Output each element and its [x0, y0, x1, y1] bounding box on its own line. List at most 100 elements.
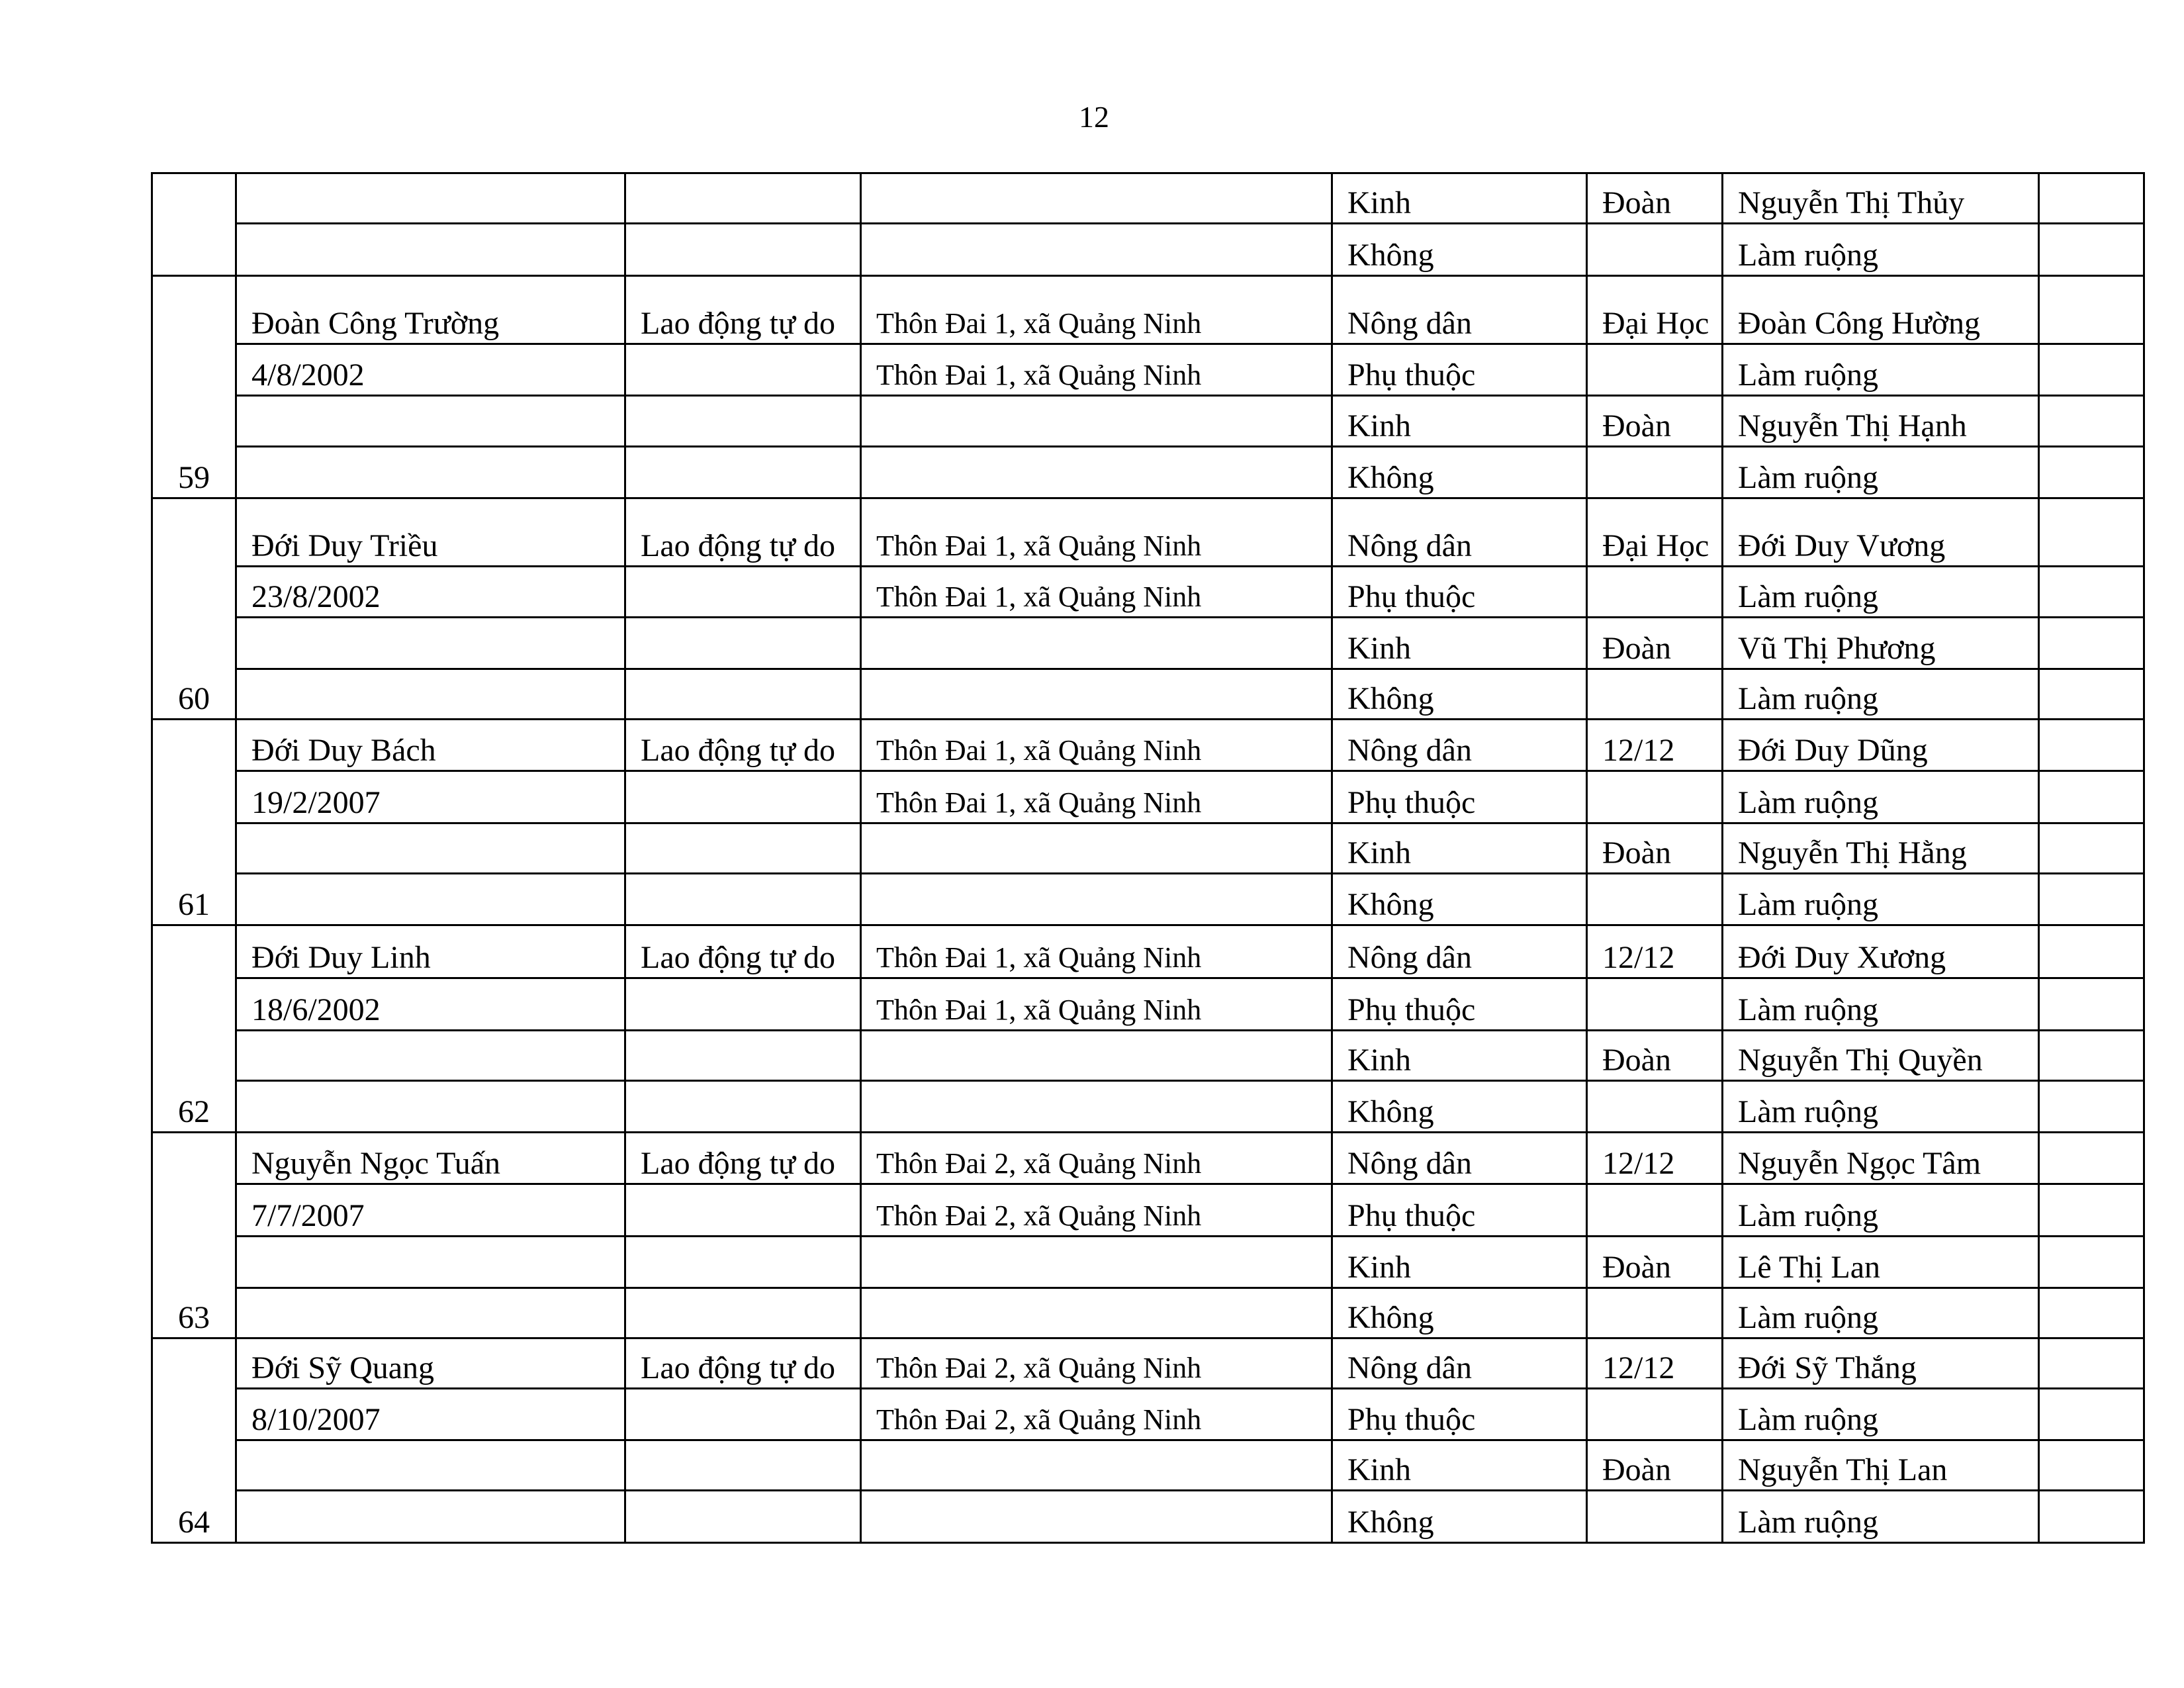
person-cell: Đoàn Công Trường: [235, 275, 626, 345]
person-cell: [235, 616, 626, 670]
parent-cell: Làm ruộng: [1721, 770, 2040, 824]
table-row: Không Làm ruộng: [152, 1080, 2145, 1133]
table-row: 61 Đới Duy Bách Lao động tự do Thôn Đai 1, …: [151, 718, 2145, 926]
education-cell: Đoàn: [1586, 1235, 1723, 1289]
person-cell: [235, 1029, 626, 1082]
job-cell: [624, 668, 862, 720]
table-row: Kinh Đoàn Lê Thị Lan: [152, 1235, 2145, 1289]
table-row: Không Làm ruộng: [152, 1489, 2145, 1544]
occupation-cell: Kinh: [1331, 1029, 1588, 1082]
occupation-cell: Nông dân: [1331, 1131, 1588, 1185]
table-row: Không Làm ruộng: [152, 222, 2145, 277]
note-cell: [2038, 343, 2145, 397]
occupation-cell: Phụ thuộc: [1331, 977, 1588, 1031]
occupation-cell: Phụ thuộc: [1331, 1387, 1588, 1441]
record-number: [151, 172, 237, 277]
person-cell: Nguyễn Ngọc Tuấn: [235, 1131, 626, 1185]
note-cell: [2038, 497, 2145, 567]
education-cell: [1586, 1489, 1723, 1544]
table-row: Kinh Đoàn Nguyễn Thị Quyền: [152, 1029, 2145, 1082]
table-row: 18/6/2002 Thôn Đai 1, xã Quảng Ninh Phụ th…: [152, 977, 2145, 1031]
table-row: 19/2/2007 Thôn Đai 1, xã Quảng Ninh Phụ th…: [152, 770, 2145, 824]
note-cell: [2038, 445, 2145, 499]
note-cell: [2038, 1131, 2145, 1185]
address-cell: [860, 822, 1333, 874]
person-cell: [235, 1080, 626, 1133]
note-cell: [2038, 822, 2145, 874]
job-cell: [624, 1387, 862, 1441]
job-cell: Lao động tự do: [624, 275, 862, 345]
job-cell: [624, 770, 862, 824]
address-cell: [860, 668, 1333, 720]
education-cell: [1586, 872, 1723, 926]
person-cell: 8/10/2007: [235, 1387, 626, 1441]
person-cell: [235, 1287, 626, 1339]
table-row: Kinh Đoàn Vũ Thị Phương: [152, 616, 2145, 670]
parent-cell: Đoàn Công Hường: [1721, 275, 2040, 345]
education-cell: [1586, 977, 1723, 1031]
note-cell: [2038, 395, 2145, 447]
address-cell: Thôn Đai 2, xã Quảng Ninh: [860, 1387, 1333, 1441]
record-number: 59: [151, 275, 237, 499]
address-cell: Thôn Đai 1, xã Quảng Ninh: [860, 497, 1333, 567]
address-cell: Thôn Đai 2, xã Quảng Ninh: [860, 1183, 1333, 1237]
note-cell: [2038, 1337, 2145, 1389]
education-cell: [1586, 1183, 1723, 1237]
parent-cell: Nguyễn Ngọc Tâm: [1721, 1131, 2040, 1185]
person-cell: Đới Duy Bách: [235, 718, 626, 772]
person-cell: [235, 822, 626, 874]
job-cell: Lao động tự do: [624, 1131, 862, 1185]
job-cell: [624, 1080, 862, 1133]
job-cell: [624, 1439, 862, 1491]
education-cell: 12/12: [1586, 924, 1723, 979]
person-cell: [235, 872, 626, 926]
occupation-cell: Phụ thuộc: [1331, 343, 1588, 397]
occupation-cell: Nông dân: [1331, 275, 1588, 345]
address-cell: [860, 445, 1333, 499]
address-cell: [860, 222, 1333, 277]
person-cell: [235, 1489, 626, 1544]
parent-cell: Vũ Thị Phương: [1721, 616, 2040, 670]
table-row: Kinh Đoàn Nguyễn Thị Lan: [152, 1439, 2145, 1491]
education-cell: [1586, 770, 1723, 824]
occupation-cell: Không: [1331, 1287, 1588, 1339]
note-cell: [2038, 977, 2145, 1031]
job-cell: [624, 343, 862, 397]
education-cell: Đại Học: [1586, 497, 1723, 567]
table-row: 8/10/2007 Thôn Đai 2, xã Quảng Ninh Phụ th…: [152, 1387, 2145, 1441]
occupation-cell: Không: [1331, 445, 1588, 499]
table-row: 63 Nguyễn Ngọc Tuấn Lao động tự do Thôn Đai…: [151, 1131, 2145, 1339]
note-cell: [2038, 275, 2145, 345]
education-cell: [1586, 1080, 1723, 1133]
table-row: 60 Đới Duy Triều Lao động tự do Thôn Đai 1,…: [151, 497, 2145, 720]
parent-cell: Nguyễn Thị Hạnh: [1721, 395, 2040, 447]
occupation-cell: Không: [1331, 668, 1588, 720]
person-cell: [235, 1235, 626, 1289]
address-cell: [860, 872, 1333, 926]
address-cell: [860, 1489, 1333, 1544]
occupation-cell: Phụ thuộc: [1331, 770, 1588, 824]
address-cell: [860, 616, 1333, 670]
note-cell: [2038, 668, 2145, 720]
address-cell: Thôn Đai 2, xã Quảng Ninh: [860, 1131, 1333, 1185]
person-cell: [235, 222, 626, 277]
occupation-cell: Nông dân: [1331, 1337, 1588, 1389]
note-cell: [2038, 172, 2145, 224]
person-cell: 23/8/2002: [235, 565, 626, 618]
parent-cell: Làm ruộng: [1721, 668, 2040, 720]
job-cell: [624, 222, 862, 277]
education-cell: Đoàn: [1586, 1029, 1723, 1082]
occupation-cell: Kinh: [1331, 822, 1588, 874]
parent-cell: Đới Duy Vương: [1721, 497, 2040, 567]
parent-cell: Làm ruộng: [1721, 1183, 2040, 1237]
job-cell: [624, 1183, 862, 1237]
person-cell: [235, 668, 626, 720]
parent-cell: Làm ruộng: [1721, 565, 2040, 618]
person-cell: [235, 395, 626, 447]
parent-cell: Đới Duy Xương: [1721, 924, 2040, 979]
address-cell: [860, 1080, 1333, 1133]
address-cell: Thôn Đai 1, xã Quảng Ninh: [860, 924, 1333, 979]
parent-cell: Lê Thị Lan: [1721, 1235, 2040, 1289]
occupation-cell: Kinh: [1331, 172, 1588, 224]
note-cell: [2038, 565, 2145, 618]
